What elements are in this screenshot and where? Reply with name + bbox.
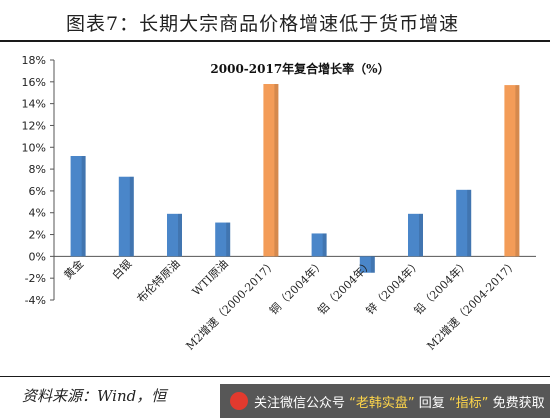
y-tick-label: 16%	[22, 76, 46, 89]
y-tick-label: 12%	[22, 119, 46, 132]
bar	[504, 85, 520, 257]
bar-shade	[322, 233, 327, 257]
y-tick-label: 0%	[29, 250, 46, 263]
source-divider	[0, 376, 550, 377]
y-tick-label: 14%	[22, 98, 46, 111]
y-tick-label: 10%	[22, 141, 46, 154]
wechat-logo-icon	[230, 392, 248, 410]
y-tick-label: 6%	[29, 185, 46, 198]
x-tick-label: M2增速（2000-2017）	[183, 257, 279, 353]
y-tick-label: -4%	[25, 294, 46, 307]
bar	[456, 189, 472, 257]
x-tick-label: WTI原油	[189, 257, 231, 299]
y-tick-label: 4%	[29, 207, 46, 220]
x-tick-label: 布伦特原油	[134, 257, 183, 306]
bar	[167, 213, 182, 257]
bar	[215, 222, 231, 257]
figure-caption: 图表7：长期大宗商品价格增速低于货币增速	[0, 0, 550, 42]
bar-shade	[81, 156, 86, 257]
x-tick-label: M2增速（2004-2017）	[424, 257, 520, 353]
bar	[118, 176, 134, 257]
bar	[359, 256, 375, 273]
bar-shade	[129, 176, 134, 257]
chart-title: 2000-2017年复合增长率（%）	[210, 61, 389, 76]
chart-axes: -4% -2% 0% 2% 4% 6% 8% 10% 12% 14% 16% 18%	[22, 54, 536, 307]
source-note: 资料来源：Wind，恒	[22, 387, 167, 405]
x-tick-label: 白银	[109, 257, 134, 282]
bar	[408, 213, 423, 257]
bar-shade	[467, 189, 472, 257]
y-tick-label: 2%	[29, 229, 46, 242]
figure-title: 图表7：长期大宗商品价格增速低于货币增速	[66, 13, 460, 35]
x-tick-label: 黄金	[61, 257, 86, 282]
bar	[70, 156, 86, 257]
chart-x-labels: 黄金 白银 布伦特原油 WTI原油M2增速（2000-2017）铜（2004年）铝（2…	[61, 257, 520, 353]
bar-shade	[419, 213, 423, 257]
bar-shade	[274, 84, 279, 257]
bar-shade	[370, 256, 375, 273]
y-tick-label: 18%	[22, 54, 46, 67]
watermark-banner: 关注微信公众号 “老韩实盘” 回复 “指标” 免费获取	[220, 384, 550, 418]
bar	[263, 84, 279, 257]
watermark-text: 关注微信公众号 “老韩实盘” 回复 “指标” 免费获取	[254, 395, 545, 411]
y-tick-label: 8%	[29, 163, 46, 176]
bar-shade	[178, 213, 182, 257]
chart-bars	[70, 84, 520, 273]
y-tick-label: -2%	[25, 272, 46, 285]
bar-shade	[515, 85, 520, 257]
bar-shade	[226, 222, 231, 257]
bar	[311, 233, 327, 257]
bar-chart: 2000-2017年复合增长率（%） -4% -2% 0% 2% 4% 6% 8% 10% 12…	[22, 54, 536, 353]
